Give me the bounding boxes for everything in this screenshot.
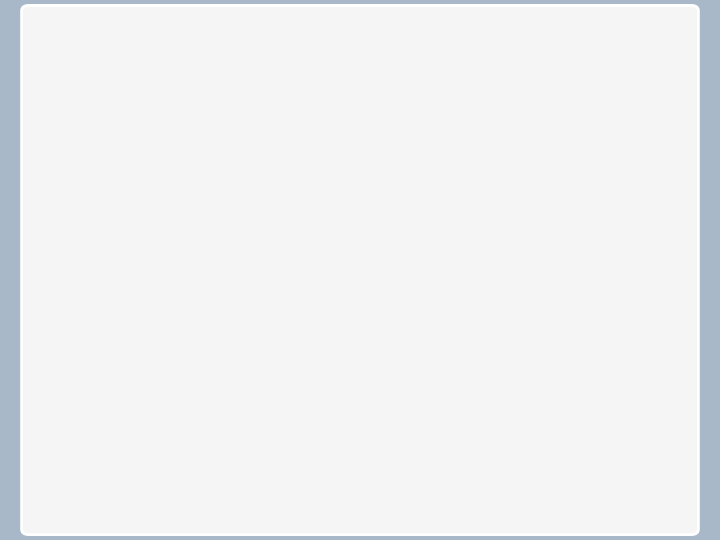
- Ellipse shape: [198, 200, 240, 233]
- FancyArrowPatch shape: [400, 253, 413, 319]
- Ellipse shape: [287, 204, 319, 230]
- Text: HO: HO: [120, 341, 140, 354]
- Ellipse shape: [242, 200, 285, 233]
- FancyArrowPatch shape: [392, 272, 410, 280]
- Text: 2: 2: [215, 210, 224, 223]
- Ellipse shape: [242, 330, 285, 364]
- Ellipse shape: [154, 330, 197, 364]
- Text: ❖ Monomers form larger molecules by condensation: ❖ Monomers form larger molecules by cond…: [55, 116, 530, 130]
- Text: 4: 4: [303, 341, 312, 354]
- Text: Longer polymer: Longer polymer: [181, 368, 274, 381]
- Text: 3: 3: [259, 210, 268, 223]
- Text: 3: 3: [259, 341, 268, 354]
- Text: H₂O: H₂O: [417, 284, 439, 294]
- Text: Figure 5.2A: Figure 5.2A: [72, 393, 148, 406]
- FancyBboxPatch shape: [328, 0, 490, 67]
- Text: Dehydration removes a water: Dehydration removes a water: [185, 278, 351, 288]
- Text: HO: HO: [354, 212, 372, 222]
- Text: HO: HO: [120, 210, 140, 223]
- Text: 1: 1: [171, 210, 180, 223]
- Ellipse shape: [395, 200, 457, 233]
- Text: The Synthesis and Breakdown of Polymers: The Synthesis and Breakdown of Polymers: [55, 81, 489, 99]
- Ellipse shape: [198, 330, 240, 364]
- Text: Short polymer: Short polymer: [168, 237, 253, 250]
- Text: Unlinked monomer: Unlinked monomer: [372, 237, 484, 250]
- Ellipse shape: [345, 202, 382, 231]
- Text: reactions called dehydration reactions: reactions called dehydration reactions: [55, 138, 428, 153]
- Text: 1: 1: [171, 341, 180, 354]
- Text: H: H: [472, 210, 481, 223]
- Text: molecule, forming a new bond: molecule, forming a new bond: [185, 294, 355, 305]
- Text: 2: 2: [215, 341, 224, 354]
- Ellipse shape: [408, 274, 447, 305]
- Ellipse shape: [154, 200, 197, 233]
- Text: (a) Dehydration reaction in the synthesis of a polymer: (a) Dehydration reaction in the synthesi…: [140, 393, 501, 406]
- Text: H: H: [298, 212, 307, 222]
- Text: H: H: [343, 341, 353, 354]
- Ellipse shape: [286, 330, 329, 364]
